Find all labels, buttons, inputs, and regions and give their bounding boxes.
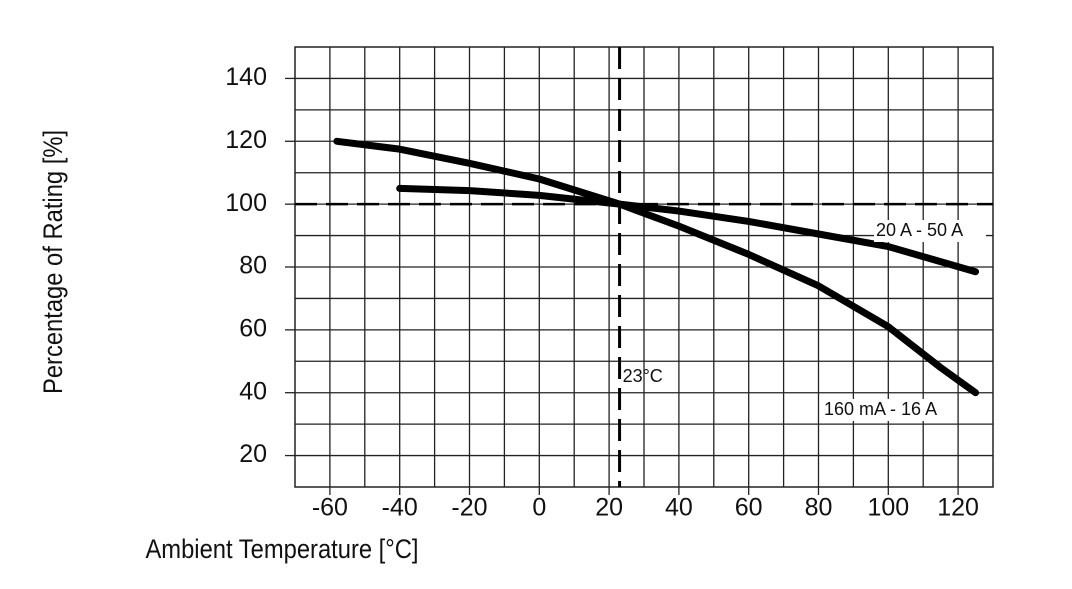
series-label: 20 A - 50 A xyxy=(876,220,963,240)
x-tick-label: 20 xyxy=(595,494,623,522)
y-tick-label: 60 xyxy=(239,314,267,342)
x-axis-title: Ambient Temperature [°C] xyxy=(145,535,418,565)
y-tick-label: 140 xyxy=(225,63,267,91)
x-tick-label: 60 xyxy=(735,494,763,522)
x-tick-label: 0 xyxy=(532,494,546,522)
x-tick-label: 120 xyxy=(937,494,979,522)
x-tick-label: 40 xyxy=(665,494,693,522)
x-tick-label: -60 xyxy=(312,494,348,522)
plot-frame xyxy=(294,46,994,488)
series-label: 160 mA - 16 A xyxy=(824,399,937,419)
x-tick-label: -40 xyxy=(382,494,418,522)
label-background xyxy=(874,220,986,242)
label-background xyxy=(822,399,934,421)
y-tick-label: 20 xyxy=(239,440,267,468)
x-tick-label: -20 xyxy=(451,494,487,522)
y-tick-label: 80 xyxy=(239,252,267,280)
annotation: 23°C xyxy=(623,366,663,386)
x-tick-label: 100 xyxy=(867,494,909,522)
x-tick-label: 80 xyxy=(805,494,833,522)
y-tick-label: 120 xyxy=(225,126,267,154)
y-tick-label: 40 xyxy=(239,377,267,405)
y-axis-title: Percentage of Rating [%] xyxy=(39,130,69,394)
series-line xyxy=(396,184,980,276)
y-tick-label: 100 xyxy=(225,189,267,217)
series-line xyxy=(333,137,980,397)
